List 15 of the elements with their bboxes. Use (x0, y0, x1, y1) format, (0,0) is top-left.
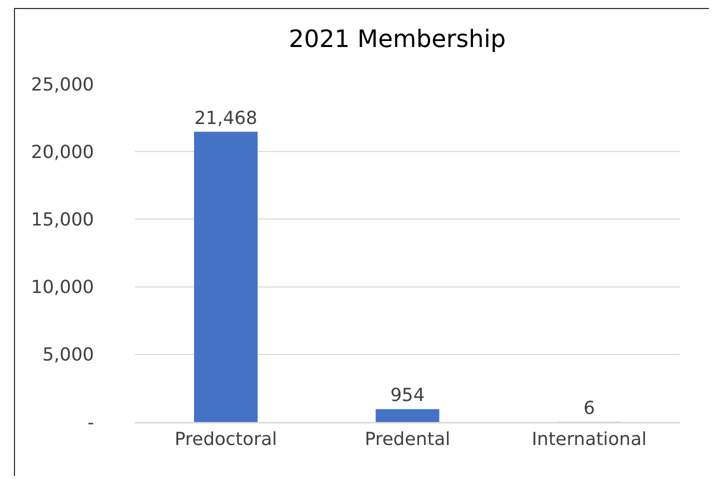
y-tick-label: 10,000 (31, 277, 94, 298)
data-label: 954 (390, 385, 425, 406)
y-tick-label: 15,000 (31, 210, 94, 230)
bar (194, 132, 258, 422)
data-label: 6 (583, 398, 595, 419)
y-tick-label: 5,000 (42, 344, 94, 366)
y-tick-label: 20,000 (31, 142, 94, 163)
x-tick-label: Predoctoral (174, 429, 278, 450)
chart-title: 2021 Membership (288, 24, 506, 53)
data-label: 21,468 (194, 108, 258, 129)
x-tick-label: Predental (364, 429, 450, 450)
y-tick-label: - (88, 412, 94, 434)
bar (376, 409, 440, 422)
y-tick-label: 25,000 (31, 74, 94, 96)
x-tick-label: International (532, 429, 647, 450)
